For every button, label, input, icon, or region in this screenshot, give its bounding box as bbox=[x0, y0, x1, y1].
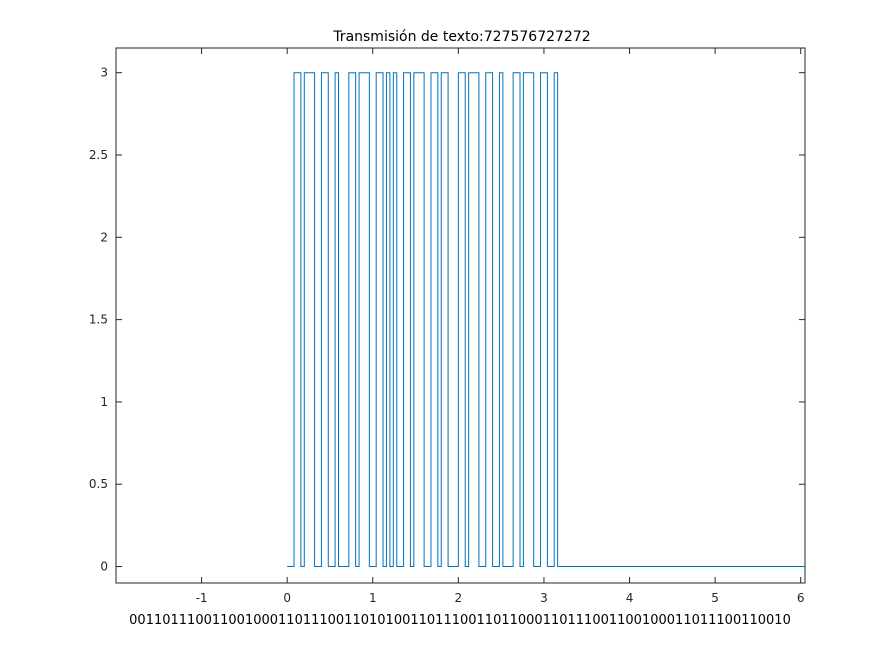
x-tick-label: -1 bbox=[196, 591, 208, 605]
x-axis-bit-string: 0011011100110010001101110011010100110111… bbox=[129, 613, 791, 628]
chart-title: Transmisión de texto:727576727272 bbox=[332, 29, 590, 45]
axis-ticks bbox=[116, 48, 805, 583]
x-tick-label: 2 bbox=[455, 591, 463, 605]
y-tick-labels: 0 0.5 1 1.5 2 2.5 3 bbox=[89, 66, 108, 574]
x-tick-label: 0 bbox=[283, 591, 291, 605]
y-tick-label: 3 bbox=[100, 66, 108, 80]
y-tick-label: 2.5 bbox=[89, 148, 108, 162]
x-tick-label: 4 bbox=[626, 591, 634, 605]
plot-box bbox=[115, 47, 806, 584]
x-tick-label: 1 bbox=[369, 591, 377, 605]
y-tick-label: 2 bbox=[100, 230, 108, 244]
x-tick-label: 5 bbox=[711, 591, 719, 605]
x-tick-labels: -1 0 1 2 3 4 5 6 bbox=[196, 591, 805, 605]
y-tick-label: 1.5 bbox=[89, 313, 108, 327]
signal-line bbox=[287, 72, 805, 568]
x-tick-label: 3 bbox=[540, 591, 548, 605]
y-tick-label: 1 bbox=[100, 395, 108, 409]
x-tick-label: 6 bbox=[797, 591, 805, 605]
y-tick-label: 0.5 bbox=[89, 477, 108, 491]
y-tick-label: 0 bbox=[100, 560, 108, 574]
